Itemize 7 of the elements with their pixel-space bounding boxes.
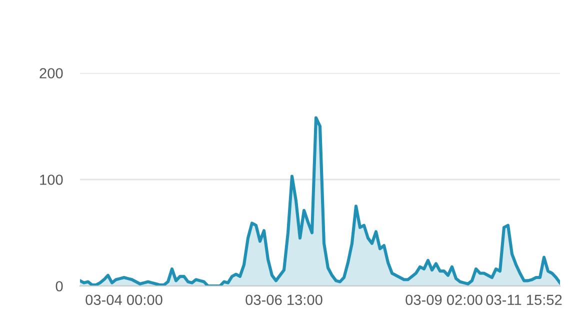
y-tick-label: 0 <box>56 281 63 292</box>
x-tick-label: 03-06 13:00 <box>246 294 322 306</box>
y-tick-label: 200 <box>40 68 63 78</box>
x-tick-label: 03-09 02:00 <box>406 294 482 306</box>
x-tick-label: 03-04 00:00 <box>86 294 162 306</box>
x-tick-label: 03-11 15:52 <box>486 294 562 306</box>
y-tick-label: 100 <box>40 174 63 185</box>
